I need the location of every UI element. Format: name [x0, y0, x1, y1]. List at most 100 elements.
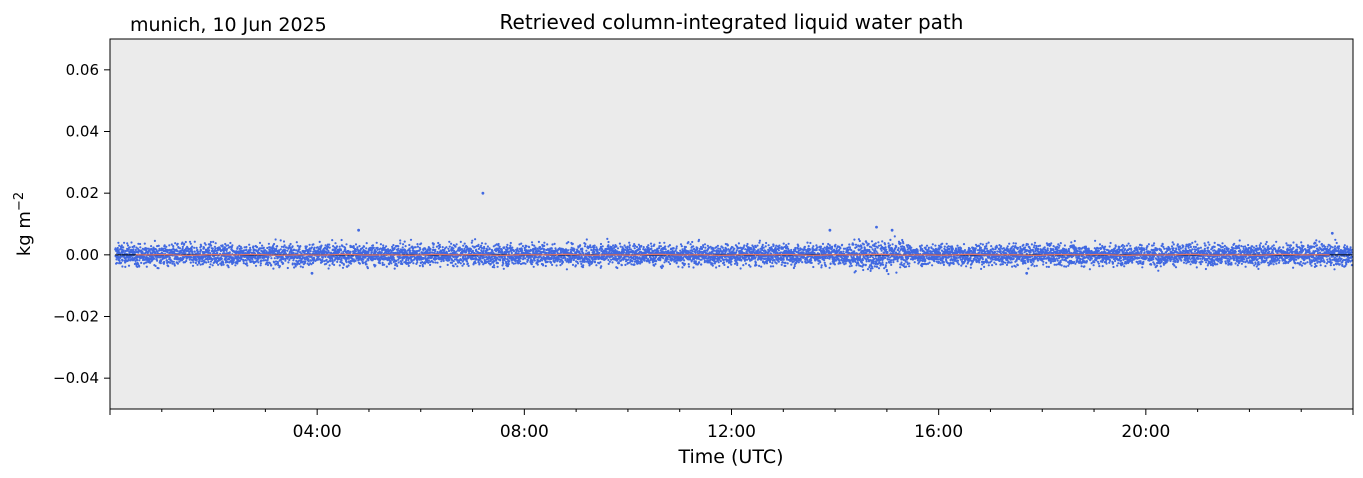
scatter-point: [347, 257, 350, 260]
scatter-point: [176, 255, 179, 258]
scatter-point: [478, 262, 481, 265]
scatter-point: [596, 248, 599, 251]
scatter-point: [116, 246, 119, 250]
scatter-point: [683, 262, 687, 266]
scatter-point: [374, 264, 377, 267]
scatter-point: [606, 237, 609, 240]
scatter-point: [347, 264, 350, 267]
scatter-point: [139, 246, 142, 249]
scatter-point: [772, 244, 775, 247]
scatter-point: [174, 242, 177, 245]
scatter-point: [175, 248, 178, 251]
scatter-point: [740, 259, 743, 262]
scatter-point: [462, 262, 465, 266]
scatter-point: [446, 263, 449, 266]
scatter-point: [546, 260, 549, 263]
scatter-point: [642, 246, 645, 249]
scatter-point: [138, 259, 141, 262]
scatter-point: [409, 238, 413, 241]
scatter-point: [168, 244, 171, 247]
scatter-point: [746, 258, 749, 261]
scatter-point: [339, 249, 343, 252]
scatter-point: [172, 245, 175, 248]
scatter-point: [711, 264, 714, 267]
scatter-point: [655, 255, 658, 258]
scatter-point: [545, 251, 548, 255]
scatter-point: [188, 252, 191, 255]
scatter-point: [375, 241, 378, 244]
scatter-point: [153, 239, 156, 242]
scatter-point: [601, 245, 604, 248]
scatter-point: [537, 240, 541, 243]
scatter-point: [132, 248, 135, 251]
scatter-point: [665, 260, 668, 263]
scatter-point: [447, 247, 450, 250]
scatter-point: [246, 264, 249, 267]
scatter-point: [205, 261, 208, 264]
scatter-point: [730, 260, 733, 263]
scatter-point: [221, 244, 224, 247]
scatter-point: [571, 263, 575, 266]
scatter-point: [684, 245, 688, 249]
scatter-point: [514, 259, 518, 262]
scatter-point: [744, 262, 748, 265]
scatter-point: [118, 259, 121, 262]
scatter-point: [396, 264, 399, 268]
scatter-point: [579, 244, 582, 247]
scatter-point: [434, 261, 437, 264]
scatter-point: [624, 263, 627, 266]
scatter-point: [266, 258, 269, 261]
scatter-point: [598, 251, 601, 255]
scatter-point: [502, 267, 505, 270]
scatter-point: [404, 245, 407, 248]
scatter-point: [133, 244, 136, 248]
scatter-point: [181, 247, 184, 250]
scatter-point: [429, 263, 432, 266]
scatter-point: [168, 256, 171, 259]
scatter-point: [484, 242, 487, 245]
scatter-point: [585, 249, 588, 252]
scatter-point: [463, 242, 466, 245]
scatter-point: [199, 263, 202, 266]
scatter-point: [249, 248, 252, 251]
scatter-point: [282, 262, 285, 265]
scatter-point: [743, 244, 746, 247]
scatter-point: [599, 242, 603, 246]
scatter-point: [195, 246, 198, 249]
scatter-point: [145, 265, 148, 268]
scatter-point: [617, 262, 621, 265]
scatter-point: [781, 246, 785, 249]
scatter-point: [307, 258, 310, 261]
scatter-point: [115, 258, 118, 261]
scatter-point: [312, 243, 315, 246]
scatter-point: [340, 259, 343, 262]
scatter-point: [201, 262, 204, 265]
scatter-point: [761, 243, 764, 246]
scatter-point: [305, 245, 308, 248]
scatter-point: [611, 255, 614, 258]
scatter-point: [480, 242, 484, 245]
scatter-point: [435, 257, 438, 260]
scatter-point: [691, 240, 694, 244]
scatter-point: [200, 245, 203, 248]
scatter-point: [316, 246, 319, 249]
scatter-point: [408, 249, 411, 252]
scatter-point: [189, 242, 192, 245]
scatter-point: [787, 242, 790, 245]
scatter-point: [576, 262, 580, 265]
scatter-point: [758, 239, 762, 242]
scatter-point: [578, 250, 581, 253]
scatter-point: [399, 239, 402, 242]
scatter-point: [755, 264, 758, 267]
scatter-point: [296, 244, 299, 247]
scatter-point: [159, 262, 162, 265]
scatter-point: [352, 258, 355, 261]
scatter-point: [331, 260, 334, 264]
scatter-point: [123, 241, 126, 244]
scatter-point: [338, 245, 341, 248]
scatter-point: [390, 262, 393, 265]
scatter-point: [758, 241, 761, 244]
scatter-point: [345, 261, 348, 264]
scatter-point: [782, 258, 785, 261]
